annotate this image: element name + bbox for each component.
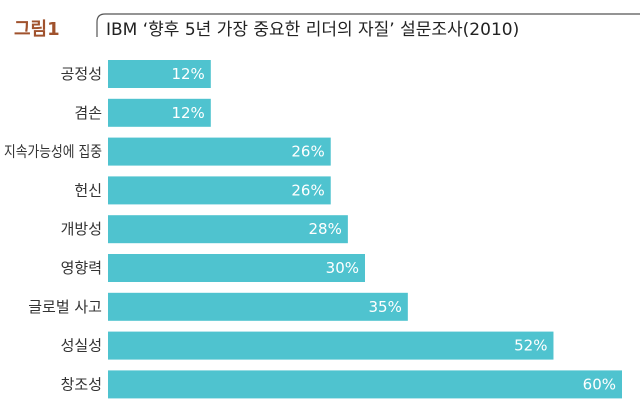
bar bbox=[108, 292, 408, 321]
bar bbox=[108, 176, 331, 205]
bar bbox=[108, 331, 554, 360]
value-label: 12% bbox=[171, 65, 204, 83]
value-label: 60% bbox=[583, 375, 616, 393]
category-label: 개방성 bbox=[61, 220, 102, 238]
bar-group: 공정성 12% 겸손 12% 지속가능성에 집중 26% 헌신 26% 개방성 28% 영향력 30%… bbox=[4, 60, 622, 399]
bar bbox=[108, 98, 211, 127]
chart-title: IBM ‘향후 5년 가장 중요한 리더의 자질’ 설문조사(2010) bbox=[106, 20, 519, 40]
category-label: 공정성 bbox=[61, 65, 102, 83]
value-label: 30% bbox=[326, 259, 359, 277]
category-label: 지속가능성에 집중 bbox=[4, 143, 102, 161]
figure-label: 그림1 bbox=[14, 19, 60, 40]
category-label: 성실성 bbox=[61, 337, 102, 355]
value-label: 35% bbox=[368, 298, 401, 316]
value-label: 26% bbox=[291, 143, 324, 161]
title-frame bbox=[96, 13, 640, 37]
bar bbox=[108, 254, 365, 282]
category-label: 글로벌 사고 bbox=[28, 298, 102, 316]
category-label: 창조성 bbox=[61, 375, 102, 393]
category-label: 헌신 bbox=[74, 181, 102, 199]
bar bbox=[108, 60, 211, 88]
bar bbox=[108, 137, 331, 166]
value-label: 12% bbox=[171, 104, 204, 122]
bar bbox=[108, 215, 348, 244]
category-label: 겸손 bbox=[74, 104, 102, 122]
value-label: 28% bbox=[309, 220, 342, 238]
value-label: 26% bbox=[291, 181, 324, 199]
bar bbox=[108, 370, 622, 399]
category-label: 영향력 bbox=[61, 259, 102, 277]
value-label: 52% bbox=[514, 337, 547, 355]
